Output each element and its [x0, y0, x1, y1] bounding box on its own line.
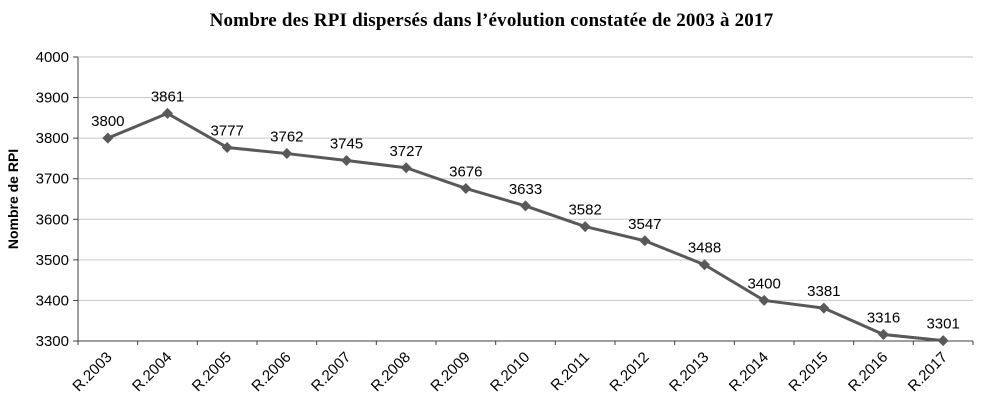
data-point-marker: [937, 335, 949, 347]
data-point-marker: [699, 259, 710, 271]
data-label: 3676: [449, 163, 482, 180]
data-label: 3745: [330, 135, 363, 152]
x-tick-label: R.2017: [905, 349, 951, 395]
y-tick-label: 3900: [36, 90, 69, 107]
data-point-marker: [460, 182, 472, 194]
data-point-marker: [758, 294, 770, 306]
data-label: 3727: [389, 143, 422, 160]
data-label: 3800: [91, 113, 124, 130]
data-series-line: [106, 111, 945, 343]
data-point-marker: [400, 162, 412, 174]
data-label: 3301: [926, 316, 959, 333]
data-label: 3547: [628, 216, 661, 233]
data-point-marker: [341, 154, 352, 166]
chart-title: Nombre des RPI dispersés dans l’évolutio…: [209, 10, 774, 31]
data-point-marker: [162, 107, 173, 119]
data-label: 3381: [807, 283, 840, 300]
x-tick-label: R.2016: [845, 349, 891, 395]
y-tick-label: 3800: [36, 130, 69, 147]
data-point-marker: [102, 132, 114, 144]
data-point-marker: [818, 302, 830, 314]
y-tick-label: 3600: [36, 211, 69, 228]
x-tick-label: R.2007: [308, 349, 354, 395]
data-point-marker: [639, 235, 651, 247]
data-label: 3633: [509, 181, 542, 198]
x-tick-label: R.2011: [548, 349, 593, 394]
y-tick-label: 4000: [36, 49, 69, 66]
data-label: 3316: [867, 310, 900, 327]
data-point-marker: [520, 200, 531, 212]
y-tick-label: 3300: [36, 333, 69, 350]
x-tick-label: R.2004: [129, 349, 175, 395]
data-point-marker: [579, 221, 591, 233]
y-tick-label: 3500: [36, 252, 69, 269]
data-label: 3400: [747, 275, 780, 292]
x-tick-label: R.2008: [368, 349, 414, 395]
data-label: 3582: [568, 202, 601, 219]
y-axis-title: Nombre de RPI: [5, 149, 21, 249]
data-point-marker: [281, 148, 293, 160]
x-tick-label: R.2003: [69, 349, 115, 395]
data-point-marker: [221, 141, 233, 153]
data-label: 3777: [210, 122, 243, 139]
x-tick-label: R.2005: [189, 349, 235, 395]
data-label: 3861: [151, 88, 184, 105]
data-label: 3488: [688, 240, 721, 257]
x-tick-label: R.2015: [785, 349, 831, 395]
x-tick-label: R.2014: [726, 349, 772, 395]
data-point-marker: [878, 329, 889, 341]
y-tick-label: 3400: [36, 292, 69, 309]
x-tick-label: R.2012: [606, 349, 652, 395]
x-tick-label: R.2006: [248, 349, 294, 395]
y-tick-label: 3700: [36, 171, 69, 188]
x-tick-label: R.2013: [666, 349, 712, 395]
x-tick-label: R.2010: [487, 349, 533, 395]
data-label: 3762: [270, 129, 303, 146]
x-tick-label: R.2009: [427, 349, 473, 395]
